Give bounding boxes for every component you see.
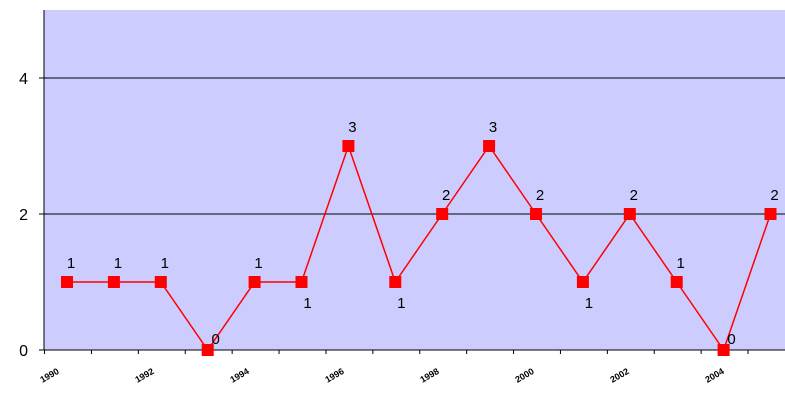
- data-label-1997: 1: [397, 295, 405, 312]
- data-label-1995: 1: [303, 295, 311, 312]
- plot-area: [44, 10, 785, 350]
- y-tick-labels: 0 2 4: [19, 71, 28, 360]
- data-label-2005: 2: [770, 187, 778, 204]
- data-label-1999: 3: [489, 119, 497, 136]
- data-point-1999: [483, 140, 496, 152]
- series-line-0: [67, 143, 772, 352]
- axes: [39, 10, 785, 354]
- data-point-2002: [623, 208, 636, 220]
- data-label-1990: 1: [67, 255, 75, 272]
- data-label-1998: 2: [442, 187, 450, 204]
- data-label-1994: 1: [254, 255, 262, 272]
- y-tick-label-2: 2: [19, 207, 28, 224]
- data-label-1993: 0: [212, 331, 220, 348]
- data-label-2000: 2: [536, 187, 544, 204]
- data-point-2004: [717, 344, 730, 356]
- data-point-2001: [576, 276, 589, 288]
- data-point-1994: [248, 276, 261, 288]
- data-label-2002: 2: [630, 187, 638, 204]
- x-tick-label-1990: 1990: [38, 366, 60, 385]
- data-label-1991: 1: [114, 255, 122, 272]
- x-tick-label-1998: 1998: [418, 366, 440, 385]
- series-layer: [67, 143, 772, 352]
- x-tick-label-1992: 1992: [133, 366, 155, 385]
- y-tick-label-0: 0: [19, 343, 28, 360]
- data-point-1993: [201, 344, 214, 356]
- x-tick-label-2004: 2004: [703, 366, 725, 385]
- data-point-1991: [107, 276, 120, 288]
- data-label-2004: 0: [727, 331, 735, 348]
- gridlines: [44, 77, 785, 215]
- data-point-1995: [295, 276, 308, 288]
- data-label-2001: 1: [585, 295, 593, 312]
- data-point-2005: [764, 208, 777, 220]
- marker-layer: [61, 140, 777, 356]
- x-tick-label-1996: 1996: [323, 366, 345, 385]
- data-point-1996: [342, 140, 355, 152]
- x-tick-label-1994: 1994: [228, 366, 250, 385]
- data-point-1992: [154, 276, 167, 288]
- data-label-2003: 1: [677, 255, 685, 272]
- data-point-1998: [436, 208, 449, 220]
- data-label-layer: 1 1 1 0 1 1 3 1 2 3 2 1 2 1 0 2: [67, 119, 779, 348]
- data-point-2000: [530, 208, 542, 220]
- data-point-2003: [670, 276, 683, 288]
- y-tick-label-4: 4: [19, 71, 28, 88]
- data-point-1997: [389, 276, 402, 288]
- data-label-1992: 1: [161, 255, 169, 272]
- data-point-1990: [61, 276, 73, 288]
- x-tick-label-2000: 2000: [513, 366, 535, 385]
- x-tick-labels: 1990 1992 1994 1996 1998 2000 2002 2004: [38, 366, 725, 385]
- x-tick-label-2002: 2002: [608, 366, 630, 385]
- data-label-1996: 3: [348, 119, 356, 136]
